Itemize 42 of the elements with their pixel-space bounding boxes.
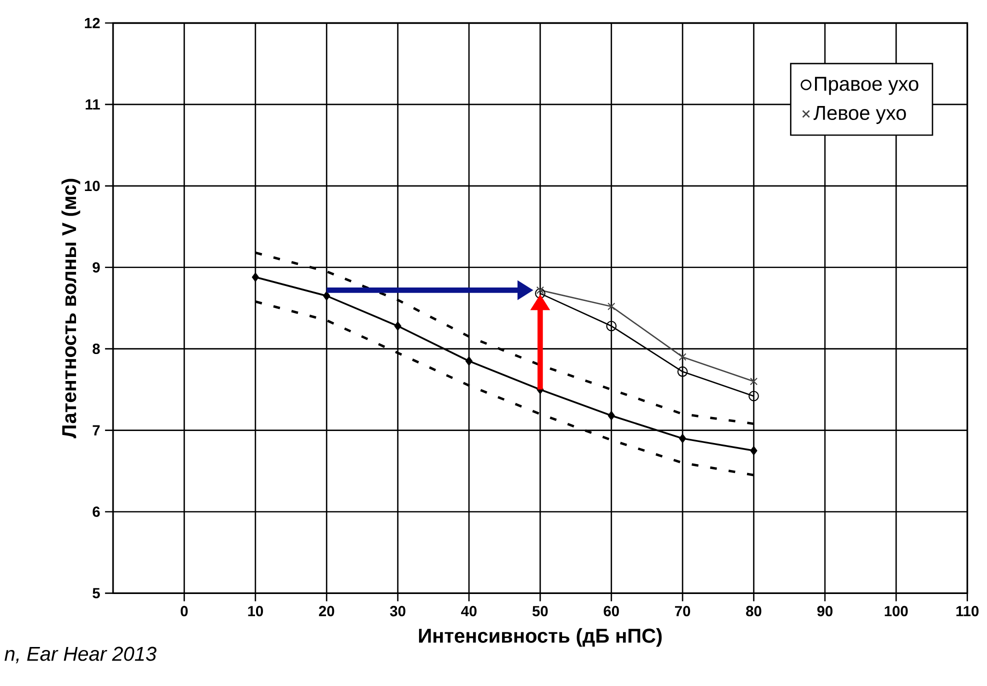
y-tick-label: 7: [92, 425, 100, 436]
text: n, Ear Hear 2013: [4, 646, 156, 664]
x-tick-label: 70: [675, 606, 690, 616]
line-series: [254, 251, 755, 425]
y-tick-label: 5: [92, 588, 100, 598]
point: [679, 434, 686, 443]
legend-label: Правое ухо: [815, 76, 918, 95]
point: [608, 410, 615, 420]
point: [536, 286, 544, 294]
x-tick-label: 90: [817, 606, 832, 616]
x-tick-label: 100: [884, 606, 908, 616]
y-tick-label: 8: [92, 344, 100, 354]
y-tick-label: 9: [92, 262, 100, 272]
point: [534, 288, 546, 299]
point: [678, 353, 686, 361]
y-axis-title: Латентность волны V (мс): [62, 178, 80, 438]
point: [606, 320, 617, 332]
point: [394, 321, 402, 330]
point: [748, 390, 759, 402]
point: [252, 272, 259, 282]
y-tick-label: 6: [92, 506, 100, 517]
x-tick-label: 40: [461, 606, 477, 616]
x-tick-label: 30: [390, 606, 406, 616]
x-tick-label: 0: [180, 606, 188, 616]
line-series: [254, 300, 755, 476]
point: [608, 302, 616, 310]
x-tick-label: 20: [318, 606, 334, 616]
legend-label: Левое ухо: [814, 106, 906, 124]
point: [750, 446, 758, 456]
point: [750, 377, 758, 386]
x-tick-label: 50: [532, 606, 548, 616]
point: [677, 366, 688, 377]
y-tick-label: 10: [84, 180, 100, 192]
x-tick-label: 10: [248, 606, 263, 616]
x-tick-label: 80: [746, 606, 762, 616]
x-tick-label: 110: [956, 606, 979, 616]
y-tick-label: 12: [84, 18, 100, 28]
x-tick-label: 60: [604, 606, 619, 616]
y-tick-label: 11: [86, 99, 100, 110]
point: [323, 291, 330, 300]
point: [465, 356, 473, 366]
x-axis-title: Интенсивность (дБ нПС): [419, 628, 662, 647]
